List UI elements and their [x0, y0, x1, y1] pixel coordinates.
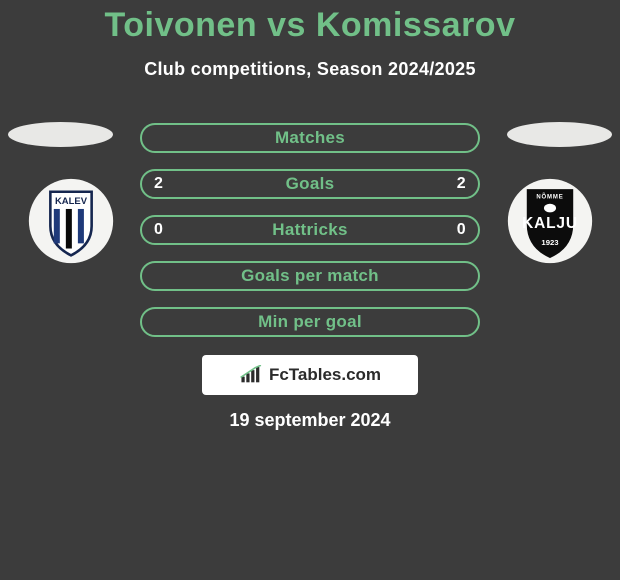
- stat-row: Min per goal: [140, 307, 480, 337]
- infographic-root: Toivonen vs Komissarov Club competitions…: [0, 0, 620, 580]
- club-badge-left: KALEV: [20, 178, 121, 264]
- stat-value-left: 0: [154, 221, 163, 239]
- brand-text: FcTables.com: [269, 365, 381, 385]
- player1-name: Toivonen: [105, 6, 258, 44]
- stat-row: Hattricks 0 0: [140, 215, 480, 245]
- bar-chart-icon: [239, 365, 265, 385]
- kalju-shield-icon: NÕMME KALJU 1923: [500, 178, 600, 264]
- player2-silhouette: [507, 122, 612, 147]
- stats-list: Matches Goals 2 2 Hattricks 0 0 Goals per match…: [140, 123, 480, 337]
- club-badge-right: NÕMME KALJU 1923: [499, 178, 600, 264]
- player2-name: Komissarov: [316, 6, 516, 44]
- season-subtitle: Club competitions, Season 2024/2025: [0, 59, 620, 80]
- stat-label: Min per goal: [258, 312, 362, 332]
- stat-value-right: 0: [457, 221, 466, 239]
- stat-label: Goals: [286, 174, 335, 194]
- stat-row: Goals 2 2: [140, 169, 480, 199]
- svg-text:KALJU: KALJU: [522, 215, 578, 232]
- comparison-title: Toivonen vs Komissarov: [0, 0, 620, 45]
- player1-silhouette: [8, 122, 113, 147]
- svg-text:1923: 1923: [541, 238, 559, 247]
- vs-label: vs: [267, 6, 306, 44]
- stat-value-right: 2: [457, 175, 466, 193]
- stat-row: Matches: [140, 123, 480, 153]
- stat-label: Hattricks: [272, 220, 347, 240]
- svg-text:NÕMME: NÕMME: [536, 194, 563, 201]
- kalev-shield-icon: KALEV: [21, 178, 121, 264]
- infographic-date: 19 september 2024: [0, 410, 620, 431]
- brand-badge: FcTables.com: [202, 355, 418, 395]
- stat-value-left: 2: [154, 175, 163, 193]
- stat-label: Goals per match: [241, 266, 379, 286]
- svg-text:KALEV: KALEV: [54, 196, 87, 207]
- stat-label: Matches: [275, 128, 345, 148]
- stat-row: Goals per match: [140, 261, 480, 291]
